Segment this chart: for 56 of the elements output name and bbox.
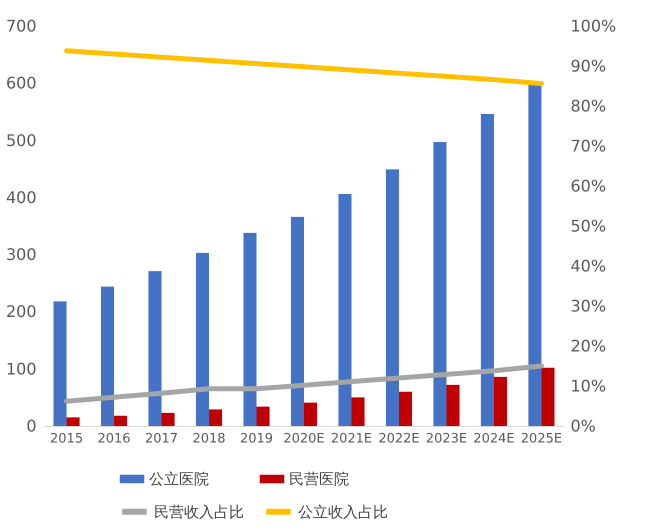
bar <box>148 271 162 426</box>
y-tick-label: 300 <box>6 245 36 264</box>
y-tick-label: 600 <box>6 74 36 93</box>
legend-label: 民营医院 <box>289 470 349 488</box>
y2-tick-label: 90% <box>570 56 606 76</box>
x-tick-label: 2015 <box>50 432 84 446</box>
x-tick-label: 2025E <box>520 432 562 446</box>
y2-tick-label: 10% <box>570 376 606 396</box>
y-tick-label: 400 <box>6 188 36 207</box>
legend-label: 公立收入占比 <box>298 502 388 521</box>
bar <box>494 376 508 426</box>
y2-tick-label: 70% <box>570 136 606 156</box>
x-tick-label: 2021E <box>330 432 372 446</box>
bar <box>386 169 399 426</box>
bar <box>351 397 365 426</box>
y2-tick-label: 40% <box>570 256 606 276</box>
x-tick-label: 2023E <box>426 432 468 446</box>
y2-tick-label: 50% <box>570 216 606 236</box>
y2-tick-label: 30% <box>570 296 606 316</box>
x-tick-label: 2019 <box>240 432 274 446</box>
x-tick-label: 2022E <box>378 432 420 446</box>
y2-tick-label: 100% <box>570 16 616 36</box>
bar <box>290 216 304 426</box>
bar <box>446 384 460 426</box>
bar <box>243 232 257 426</box>
x-tick-label: 2024E <box>473 432 515 446</box>
bar <box>100 286 114 426</box>
bar <box>480 114 494 426</box>
x-tick-label: 2017 <box>144 432 178 446</box>
y2-tick-label: 20% <box>570 336 606 356</box>
bar <box>114 416 128 426</box>
bar <box>433 142 446 426</box>
y-tick-label: 700 <box>6 16 36 36</box>
bar <box>256 406 270 426</box>
legend-label: 公立医院 <box>149 470 209 488</box>
y2-tick-label: 80% <box>570 96 606 116</box>
x-tick-label: 2016 <box>98 432 131 446</box>
bar <box>528 84 542 426</box>
x-tick-label: 2018 <box>192 432 226 446</box>
y-tick-label: 0 <box>26 416 36 436</box>
bar <box>196 252 210 426</box>
x-tick-label: 2020E <box>283 432 325 446</box>
bar <box>209 409 222 426</box>
y-tick-label: 500 <box>6 130 36 150</box>
legend-label: 民营收入占比 <box>154 502 244 521</box>
y-tick-label: 200 <box>6 302 36 322</box>
bar <box>304 402 318 426</box>
y2-tick-label: 60% <box>570 176 606 196</box>
bar <box>338 194 352 426</box>
bar <box>162 412 175 426</box>
y2-tick-label: 0% <box>570 416 596 436</box>
bar <box>66 417 80 426</box>
bar <box>398 392 412 426</box>
bar <box>541 368 554 426</box>
bar <box>54 301 67 426</box>
y-tick-label: 100 <box>6 359 36 378</box>
